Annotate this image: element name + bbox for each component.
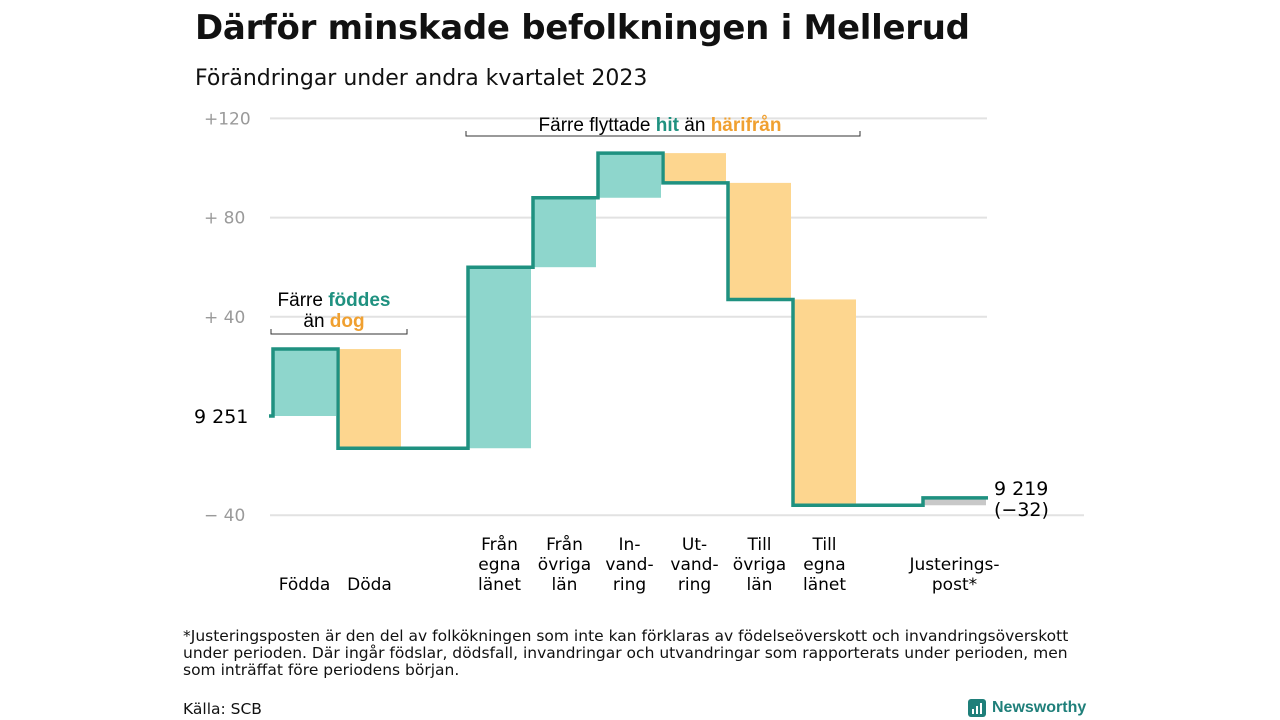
x-category-label: Från egna länet	[478, 534, 521, 595]
waterfall-bar	[468, 267, 531, 449]
x-category-label: Justerings-post*	[908, 555, 999, 595]
x-category-label: Döda	[347, 575, 392, 595]
waterfall-bar	[598, 153, 661, 198]
brand-name: Newsworthy	[992, 699, 1087, 716]
chart-subtitle: Förändringar under andra kvartalet 2023	[195, 66, 648, 91]
y-tick-label: +120	[204, 109, 251, 129]
births-annotation-line1: Färre föddes	[278, 290, 391, 311]
waterfall-bar	[923, 497, 986, 506]
waterfall-bar	[533, 197, 596, 268]
waterfall-chart: +120 + 80 + 40 − 40 9 251 9 219(−32) Födda Döda…	[194, 109, 1084, 595]
migration-bracket	[465, 131, 861, 137]
x-category-label: In-vand-ring	[605, 535, 653, 595]
waterfall-bar	[338, 349, 401, 449]
y-tick-label: + 80	[204, 209, 245, 229]
x-category-label: Från övriga län	[538, 534, 591, 595]
x-category-label: Ut-vand-ring	[670, 535, 718, 595]
migration-annotation: Färre flyttade hit än härifrån	[539, 115, 782, 136]
end-change-label: (−32)	[994, 499, 1049, 521]
chart-title: Därför minskade befolkningen i Mellerud	[195, 8, 970, 48]
source-label: Källa: SCB	[183, 700, 262, 718]
footnote: *Justeringsposten är den del av folkökni…	[183, 627, 1069, 679]
births-bracket	[270, 329, 408, 335]
brand-logo: Newsworthy	[968, 697, 1086, 719]
waterfall-bar	[793, 299, 856, 506]
waterfall-bar	[663, 153, 726, 183]
y-tick-label: − 40	[204, 506, 245, 526]
bar-chart-icon	[968, 699, 986, 717]
x-category-label: Födda	[279, 575, 331, 595]
population-step-line	[269, 151, 988, 508]
end-value-label: 9 219	[994, 478, 1048, 500]
waterfall-bar	[273, 349, 336, 416]
births-annotation-line2: än dog	[303, 311, 364, 332]
y-tick-label: + 40	[204, 308, 245, 328]
x-category-label: Till egna länet	[803, 535, 846, 595]
x-category-label: Till övriga län	[733, 535, 786, 595]
start-value-label: 9 251	[194, 406, 248, 428]
waterfall-bar	[728, 182, 791, 300]
